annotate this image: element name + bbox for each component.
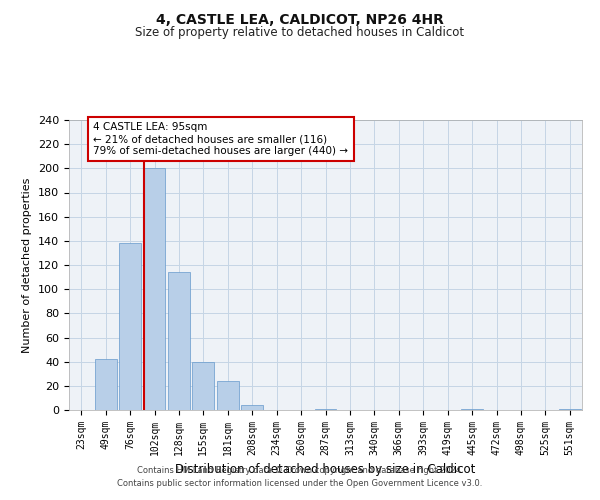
Y-axis label: Number of detached properties: Number of detached properties [22,178,32,352]
Bar [241,405,263,410]
Bar [559,409,581,410]
X-axis label: Distribution of detached houses by size in Caldicot: Distribution of detached houses by size … [175,464,476,476]
Text: Size of property relative to detached houses in Caldicot: Size of property relative to detached ho… [136,26,464,39]
Bar [461,409,483,410]
Text: 4, CASTLE LEA, CALDICOT, NP26 4HR: 4, CASTLE LEA, CALDICOT, NP26 4HR [156,12,444,26]
Bar [168,272,190,410]
Text: 4 CASTLE LEA: 95sqm
← 21% of detached houses are smaller (116)
79% of semi-detac: 4 CASTLE LEA: 95sqm ← 21% of detached ho… [94,122,349,156]
Bar [217,381,239,410]
Bar [143,168,166,410]
Bar [95,359,116,410]
Bar [314,409,337,410]
Bar [119,244,141,410]
Bar [193,362,214,410]
Text: Contains HM Land Registry data © Crown copyright and database right 2024.
Contai: Contains HM Land Registry data © Crown c… [118,466,482,487]
